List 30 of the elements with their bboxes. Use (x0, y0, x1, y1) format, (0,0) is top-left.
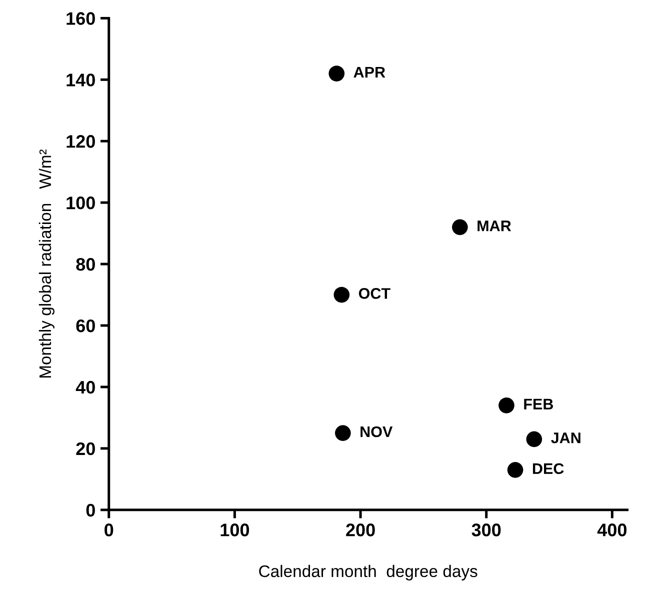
x-tick-label: 400 (597, 524, 626, 536)
point (498, 397, 514, 414)
y-tick-label: 20 (76, 442, 95, 456)
y-tick-label: 80 (76, 258, 95, 271)
annotation: APR (354, 66, 386, 78)
annotation: MAR (478, 220, 512, 232)
y-tick-label: 100 (66, 196, 95, 210)
x-tick-label: 0 (104, 524, 114, 536)
y-tick-label: 120 (66, 135, 95, 148)
point (526, 431, 542, 448)
annotation: JAN (551, 432, 580, 444)
y-axis-title: Monthly global radiation W/m² (38, 149, 54, 378)
point (328, 66, 345, 82)
x-tick-label: 100 (220, 524, 250, 536)
x-tick-label: 300 (472, 524, 501, 536)
annotation: FEB (524, 398, 553, 410)
point (507, 462, 524, 478)
y-tick-label: 140 (66, 74, 95, 86)
x-tick-label: 200 (346, 524, 375, 536)
annotation: NOV (360, 426, 393, 438)
x-axis-title: Calendar month degree days (259, 564, 478, 580)
y-tick-label: 160 (66, 12, 95, 25)
point (334, 286, 350, 303)
point (334, 425, 351, 441)
point (452, 219, 468, 236)
annotation: OCT (358, 288, 390, 299)
y-tick-label: 60 (76, 319, 95, 332)
y-tick-label: 40 (76, 380, 95, 394)
y-tick-label: 0 (86, 504, 95, 517)
annotation: DEC (532, 463, 564, 474)
